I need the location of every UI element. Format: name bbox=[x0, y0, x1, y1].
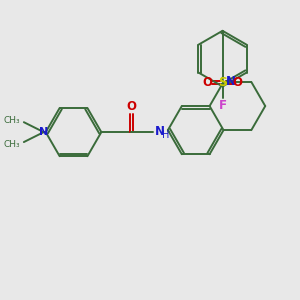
Text: F: F bbox=[218, 99, 226, 112]
Text: S: S bbox=[218, 76, 227, 89]
Text: N: N bbox=[39, 127, 48, 137]
Text: CH₃: CH₃ bbox=[3, 116, 20, 125]
Text: O: O bbox=[126, 100, 136, 113]
Text: CH₃: CH₃ bbox=[3, 140, 20, 148]
Text: N: N bbox=[155, 124, 165, 138]
Text: H: H bbox=[162, 130, 169, 140]
Text: O: O bbox=[202, 76, 213, 89]
Text: N: N bbox=[226, 76, 236, 88]
Text: O: O bbox=[232, 76, 242, 89]
